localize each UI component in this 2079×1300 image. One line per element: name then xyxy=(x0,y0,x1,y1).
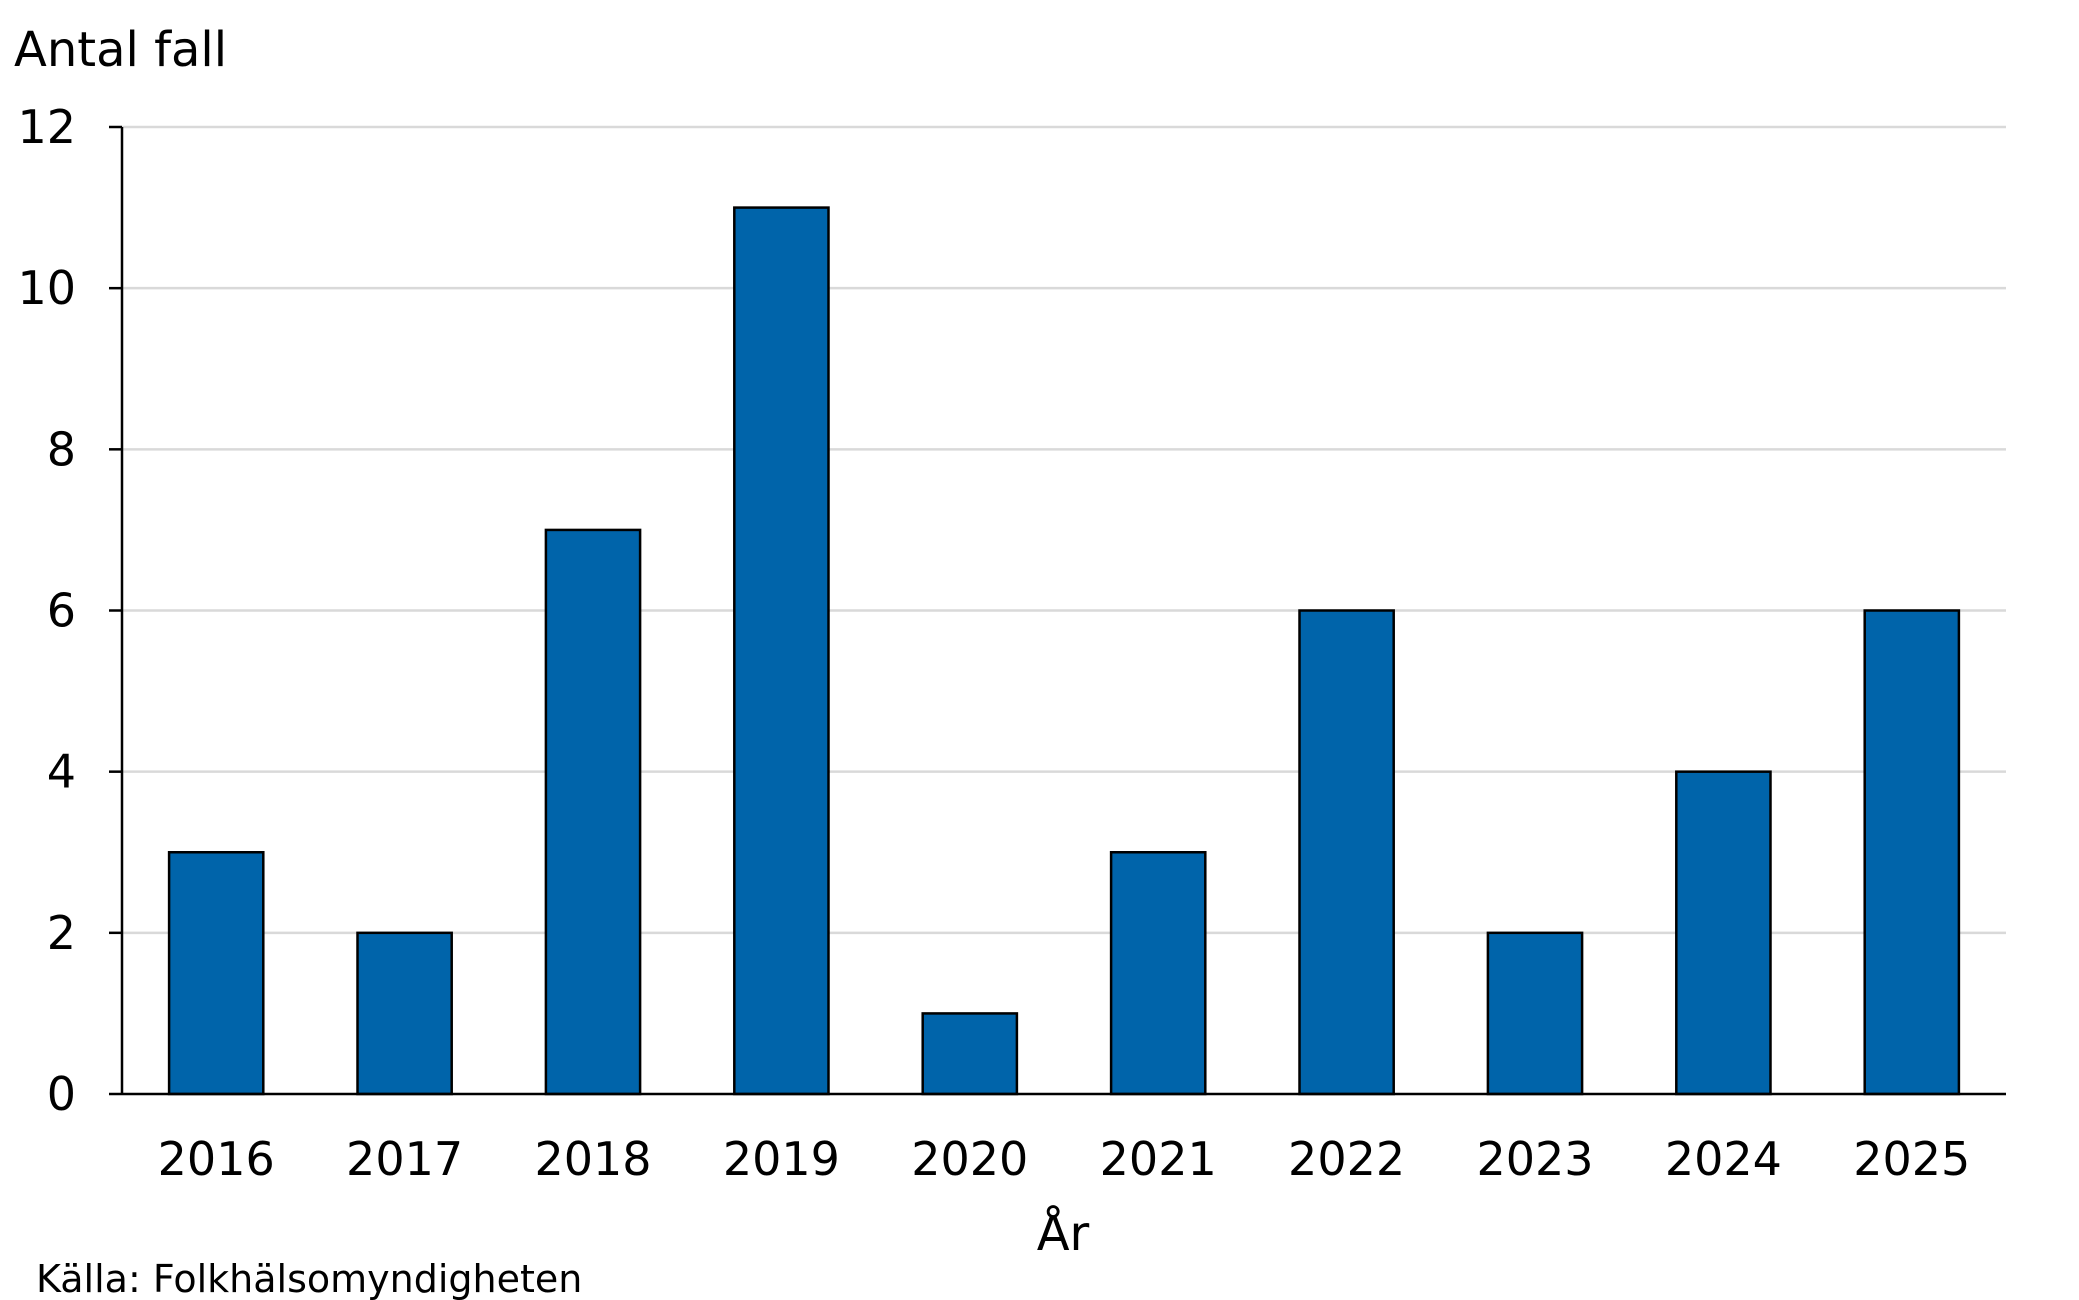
y-tick-label: 4 xyxy=(47,745,76,799)
x-tick-label: 2016 xyxy=(158,1132,275,1186)
y-tick-label: 6 xyxy=(47,584,76,638)
y-tick-label: 2 xyxy=(47,906,76,960)
x-tick-label: 2020 xyxy=(911,1132,1028,1186)
y-tick-label: 12 xyxy=(17,100,76,154)
x-tick-label: 2025 xyxy=(1853,1132,1970,1186)
axes xyxy=(109,125,2006,1096)
bar-2023 xyxy=(1486,931,1584,1096)
x-tick-label: 2023 xyxy=(1476,1132,1593,1186)
bar-2021 xyxy=(1109,851,1207,1096)
x-tick-label: 2021 xyxy=(1100,1132,1217,1186)
bar-2025 xyxy=(1863,609,1961,1096)
x-tick-label: 2019 xyxy=(723,1132,840,1186)
bar-2024 xyxy=(1675,770,1772,1096)
y-tick-label: 8 xyxy=(47,422,76,476)
bar-2017 xyxy=(356,931,453,1096)
x-tick-label: 2024 xyxy=(1665,1132,1782,1186)
bar-2018 xyxy=(544,528,642,1096)
bars xyxy=(167,206,1961,1096)
tick-labels: 0 2 4 6 8 10 12 2016 2017 2018 2019 2020 2021 2022 202… xyxy=(17,100,1970,1186)
source-note: Källa: Folkhälsomyndigheten xyxy=(36,1257,582,1300)
x-tick-label: 2017 xyxy=(346,1132,463,1186)
y-axis-title: Antal fall xyxy=(14,22,227,78)
bar-2016 xyxy=(167,851,265,1096)
bar-2022 xyxy=(1298,609,1395,1096)
bar-2019 xyxy=(733,206,830,1096)
x-axis-title: År xyxy=(1037,1205,1090,1262)
y-tick-label: 10 xyxy=(17,261,76,315)
bar-2020 xyxy=(921,1012,1019,1096)
x-tick-label: 2022 xyxy=(1288,1132,1405,1186)
x-tick-label: 2018 xyxy=(534,1132,651,1186)
y-tick-label: 0 xyxy=(47,1067,76,1121)
